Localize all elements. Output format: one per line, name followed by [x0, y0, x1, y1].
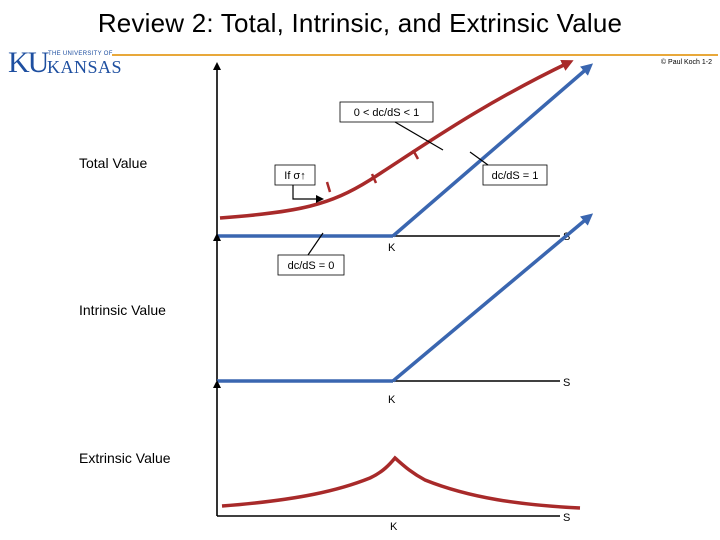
intrinsic-s-label: S: [563, 377, 570, 389]
slope-zero-pointer: [307, 232, 324, 256]
slope-zero-box: [277, 254, 345, 276]
slope-between-box: [339, 101, 434, 123]
extrinsic-s-label: S: [563, 512, 570, 524]
if-sigma-arrow: [292, 185, 324, 203]
university-logo: KU THE UNIVERSITY OF KANSAS: [8, 46, 122, 79]
if-sigma-box: [274, 164, 316, 186]
slope-one-pointer: [469, 151, 489, 166]
intrinsic-rise-line: [391, 213, 594, 383]
copyright-notice: © Paul Koch 1-2: [660, 59, 712, 66]
panel-extrinsic-value: K S: [213, 380, 581, 533]
panel-total-value: 0 < dc/dS < 1 If σ↑ dc/dS = 1 K S dc/dS …: [213, 60, 594, 276]
intrinsic-k-label: K: [388, 394, 396, 406]
slope-between-pointer: [394, 121, 444, 151]
label-total-value: Total Value: [79, 155, 148, 171]
label-extrinsic-value: Extrinsic Value: [79, 450, 171, 466]
title-rule: [112, 54, 718, 56]
extrinsic-value-curve: [221, 455, 581, 510]
panel-intrinsic-value: K S: [213, 213, 594, 406]
slope-between-label: 0 < dc/dS < 1: [354, 107, 419, 119]
curve-tick-2: [370, 173, 378, 184]
curve-tick-3: [411, 149, 420, 160]
total-intrinsic-rise: [391, 63, 594, 238]
logo-kansas: KANSAS: [47, 57, 123, 77]
total-value-curve: [219, 60, 574, 220]
logo-university: THE UNIVERSITY OF: [48, 51, 113, 57]
label-intrinsic-value: Intrinsic Value: [79, 302, 166, 318]
total-k-label: K: [388, 242, 396, 254]
curve-tick-1: [325, 181, 332, 193]
logo-ku: KU: [8, 46, 49, 79]
if-sigma-label: If σ↑: [284, 170, 305, 182]
slope-one-box: [482, 164, 548, 186]
extrinsic-k-label: K: [390, 521, 398, 533]
slope-zero-label: dc/dS = 0: [288, 260, 335, 272]
slide-title: Review 2: Total, Intrinsic, and Extrinsi…: [97, 8, 623, 38]
slope-one-label: dc/dS = 1: [492, 170, 539, 182]
